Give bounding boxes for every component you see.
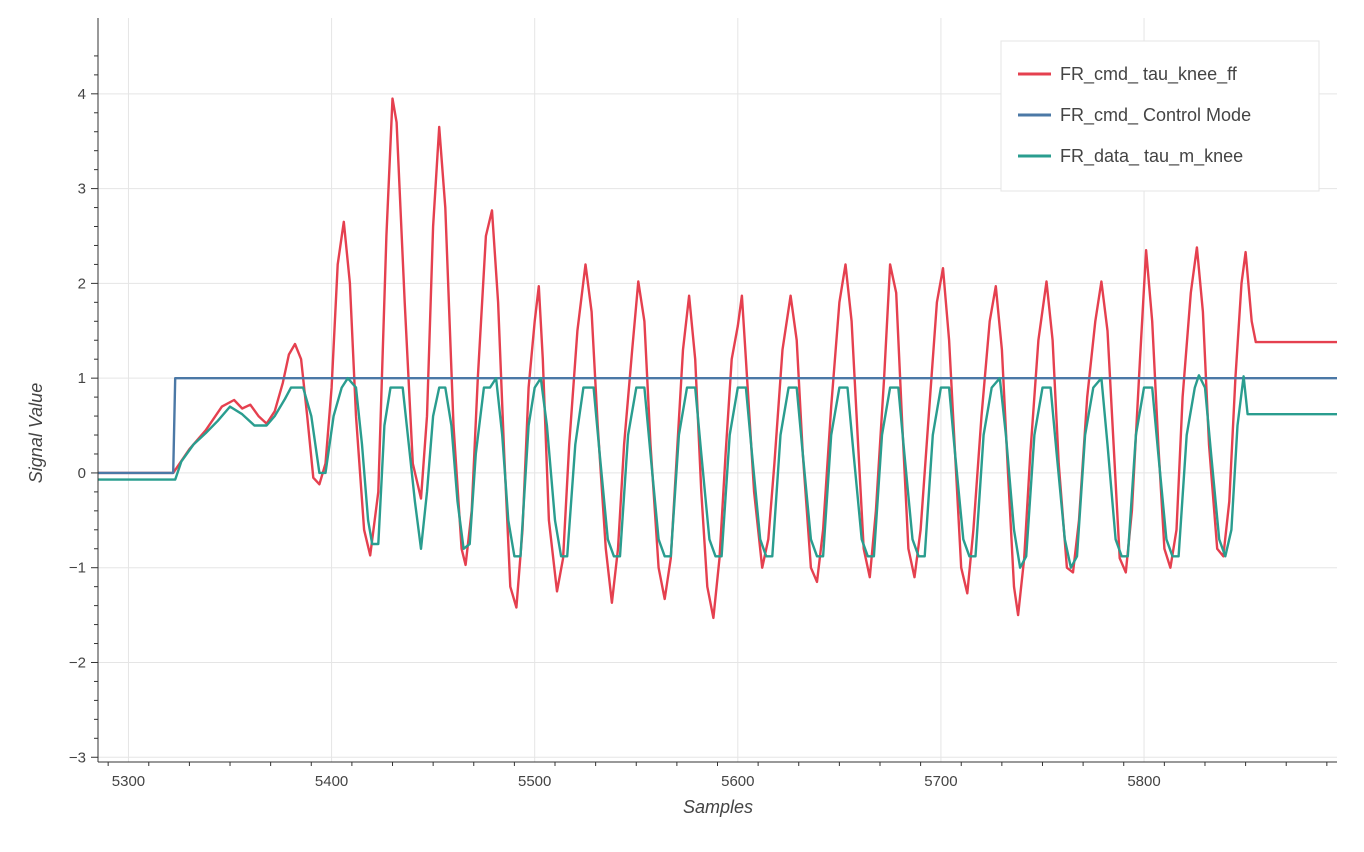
y-tick-label: −3 (69, 749, 86, 766)
axes: 5300 5400 5500 5600 5700 5800 −3 −2 −1 0 1 2 3 4 (69, 18, 1337, 790)
legend-label: FR_data_ tau_m_knee (1060, 146, 1243, 167)
x-tick-label: 5700 (924, 773, 957, 790)
x-tick-label: 5500 (518, 773, 551, 790)
y-tick-label: 0 (78, 465, 86, 482)
x-tick-label: 5300 (112, 773, 145, 790)
series-lines (98, 97, 1337, 620)
legend-box (1000, 40, 1320, 192)
y-tick-label: 4 (78, 86, 86, 103)
y-axis-title: Signal Value (26, 383, 46, 483)
y-tick-label: 1 (78, 370, 86, 387)
series-line-0 (98, 97, 1337, 620)
x-tick-label: 5600 (721, 773, 754, 790)
y-tick-label: 2 (78, 275, 86, 292)
x-axis-title: Samples (683, 797, 753, 817)
legend: FR_cmd_ tau_knee_ff FR_cmd_ Control Mode F… (1000, 40, 1320, 192)
legend-label: FR_cmd_ tau_knee_ff (1060, 64, 1238, 85)
series-line-2 (98, 374, 1337, 569)
y-tick-label: −2 (69, 654, 86, 671)
legend-label: FR_cmd_ Control Mode (1060, 105, 1251, 126)
series-line-1 (98, 377, 1337, 475)
x-tick-label: 5800 (1127, 773, 1160, 790)
y-tick-label: 3 (78, 181, 86, 198)
x-tick-label: 5400 (315, 773, 348, 790)
y-tick-label: −1 (69, 560, 86, 577)
